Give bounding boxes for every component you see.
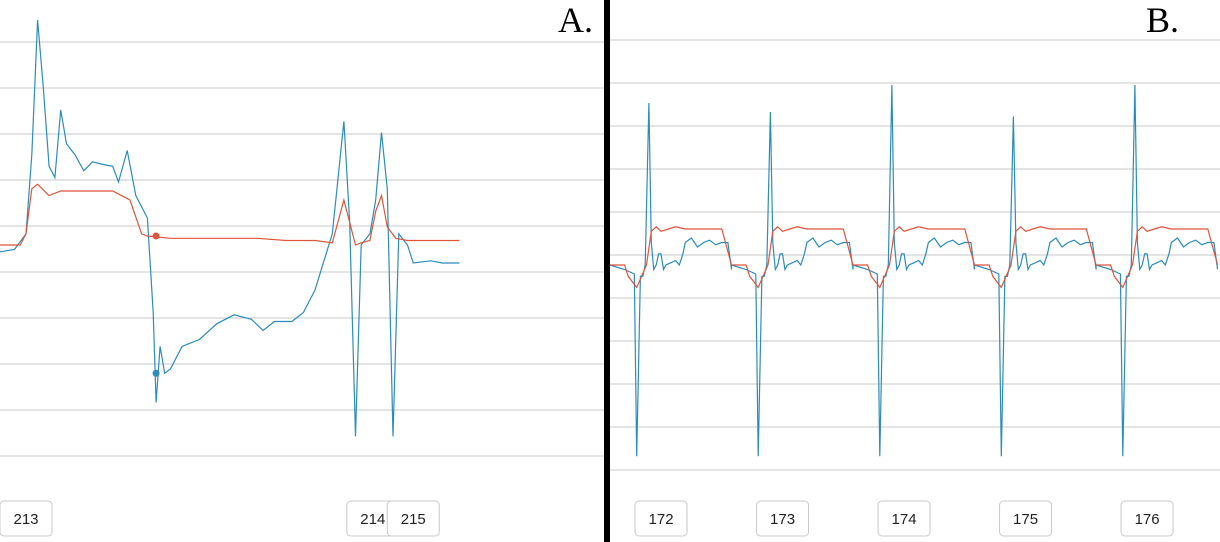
tick-text: 174 — [892, 511, 917, 528]
tick-box — [877, 500, 931, 537]
tick-label-173: 173 — [756, 500, 810, 537]
tick-box — [386, 500, 440, 537]
panel-a-gridlines — [0, 41, 604, 457]
tick-label-214: 214 — [346, 500, 400, 537]
panel-a-tick-labels: 213 214 215 — [0, 500, 440, 537]
tick-text: 213 — [13, 511, 38, 528]
tick-label-215: 215 — [386, 500, 440, 537]
panel-b-letter: B. — [1146, 0, 1179, 40]
panel-b-gridlines — [610, 39, 1220, 471]
tick-label-172: 172 — [634, 500, 688, 537]
tick-text: 214 — [360, 511, 385, 528]
tick-text: 176 — [1135, 511, 1160, 528]
panel-a-letter: A. — [558, 0, 593, 40]
series-line-blue — [609, 84, 1219, 457]
tick-text: 215 — [401, 511, 426, 528]
panel-divider — [604, 0, 610, 542]
series-marker — [152, 369, 160, 377]
series-marker — [152, 232, 160, 240]
tick-label-176: 176 — [1120, 500, 1174, 537]
tick-label-175: 175 — [999, 500, 1053, 537]
tick-text: 172 — [649, 511, 674, 528]
tick-label-213: 213 — [0, 500, 53, 537]
tick-box — [756, 500, 810, 537]
panel-b-tick-labels: 172 173 174 175 176 — [634, 500, 1174, 537]
panel-b-series — [609, 84, 1219, 457]
tick-box — [1120, 500, 1174, 537]
series-line-red — [0, 183, 460, 246]
tick-box — [999, 500, 1053, 537]
panel-b: 172 173 174 175 176 B. — [609, 0, 1220, 537]
tick-box — [634, 500, 688, 537]
series-line-blue — [0, 19, 460, 437]
panel-a: 213 214 215 A. — [0, 0, 604, 537]
tick-box — [0, 500, 53, 537]
series-line-red — [610, 225, 1219, 289]
tick-text: 173 — [770, 511, 795, 528]
panel-a-series — [0, 19, 460, 437]
tick-text: 175 — [1013, 511, 1038, 528]
tick-label-174: 174 — [877, 500, 931, 537]
